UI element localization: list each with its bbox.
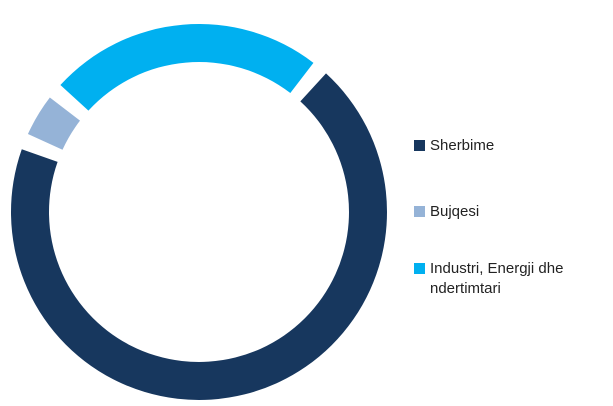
legend-item: Sherbime <box>414 136 600 156</box>
legend-label: Bujqesi <box>430 203 480 220</box>
legend-label: Sherbime <box>430 137 495 154</box>
legend-label: Industri, Energji dhe ndertimtari <box>430 260 564 297</box>
legend-item: Industri, Energji dhe ndertimtari <box>414 259 600 299</box>
donut-segment <box>10 73 387 401</box>
donut-segment <box>60 23 314 111</box>
legend-swatch <box>414 140 425 151</box>
legend-swatch <box>414 263 425 274</box>
legend-swatch <box>414 206 425 217</box>
donut-segment <box>27 97 80 150</box>
legend-item: Bujqesi <box>414 202 600 222</box>
